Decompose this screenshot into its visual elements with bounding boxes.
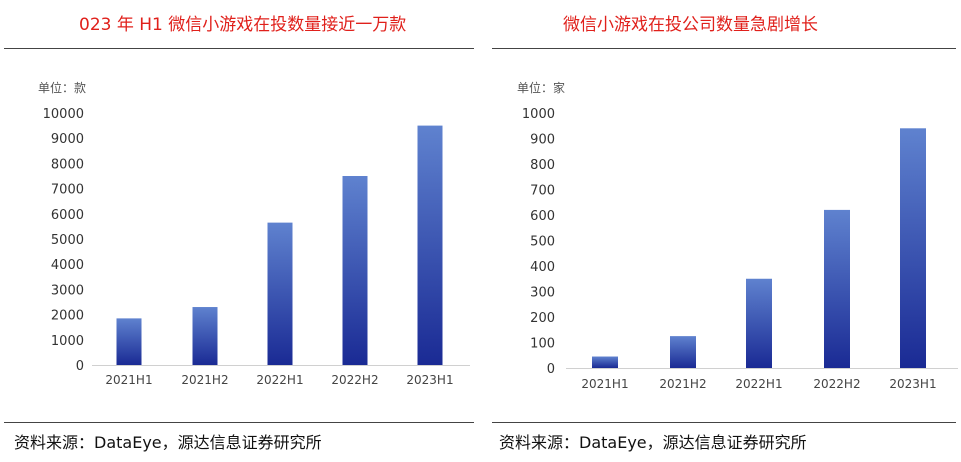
left-unit-label: 单位：款 <box>38 80 86 95</box>
left-source-note: 资料来源：DataEye，源达信息证券研究所 <box>14 433 322 452</box>
left-x-tick-label: 2021H1 <box>105 373 152 387</box>
right-bar-2021H1 <box>592 356 618 368</box>
right-y-tick-label: 200 <box>530 311 555 326</box>
right-bar-2021H2 <box>670 336 696 368</box>
right-y-tick-label: 900 <box>530 133 555 148</box>
left-chart-title: 023 年 H1 微信小游戏在投数量接近一万款 <box>79 15 407 35</box>
left-bar-2021H2 <box>192 307 218 365</box>
left-y-tick-label: 5000 <box>51 233 84 248</box>
left-y-tick-label: 2000 <box>51 309 84 324</box>
right-y-tick-label: 400 <box>530 260 555 275</box>
left-y-tick-label: 10000 <box>43 107 84 122</box>
left-x-tick-label: 2022H1 <box>256 373 303 387</box>
right-x-tick-label: 2022H2 <box>813 377 860 391</box>
right-y-tick-label: 100 <box>530 337 555 352</box>
left-y-tick-label: 7000 <box>51 183 84 198</box>
right-y-tick-label: 600 <box>530 209 555 224</box>
right-x-tick-label: 2023H1 <box>889 377 936 391</box>
left-bar-2023H1 <box>417 125 443 365</box>
left-y-tick-label: 4000 <box>51 258 84 273</box>
right-bar-2023H1 <box>900 128 926 368</box>
right-source-note: 资料来源：DataEye，源达信息证券研究所 <box>499 433 807 452</box>
right-chart-title: 微信小游戏在投公司数量急剧增长 <box>563 15 818 35</box>
left-y-tick-label: 1000 <box>51 334 84 349</box>
right-x-tick-label: 2021H2 <box>659 377 706 391</box>
right-unit-label: 单位：家 <box>517 80 565 95</box>
right-y-tick-label: 0 <box>547 362 555 377</box>
left-x-tick-label: 2021H2 <box>181 373 228 387</box>
right-y-tick-label: 1000 <box>522 107 555 122</box>
right-top-rule <box>492 48 956 49</box>
left-x-tick-label: 2022H2 <box>331 373 378 387</box>
right-x-tick-label: 2022H1 <box>735 377 782 391</box>
left-y-tick-label: 8000 <box>51 157 84 172</box>
left-y-tick-label: 0 <box>76 359 84 374</box>
right-bottom-rule <box>492 422 956 423</box>
left-bottom-rule <box>4 422 474 423</box>
right-x-tick-label: 2021H1 <box>581 377 628 391</box>
right-y-tick-label: 800 <box>530 158 555 173</box>
left-bar-2022H1 <box>267 222 293 365</box>
right-y-tick-label: 700 <box>530 184 555 199</box>
left-bar-2021H1 <box>116 318 142 365</box>
left-y-tick-label: 6000 <box>51 208 84 223</box>
right-y-tick-label: 300 <box>530 286 555 301</box>
right-bar-2022H2 <box>824 209 850 368</box>
left-y-tick-label: 3000 <box>51 283 84 298</box>
left-y-tick-label: 9000 <box>51 132 84 147</box>
right-y-tick-label: 500 <box>530 235 555 250</box>
left-top-rule <box>4 48 474 49</box>
right-bar-2022H1 <box>746 278 772 368</box>
left-bar-2022H2 <box>342 176 368 365</box>
left-x-tick-label: 2023H1 <box>406 373 453 387</box>
